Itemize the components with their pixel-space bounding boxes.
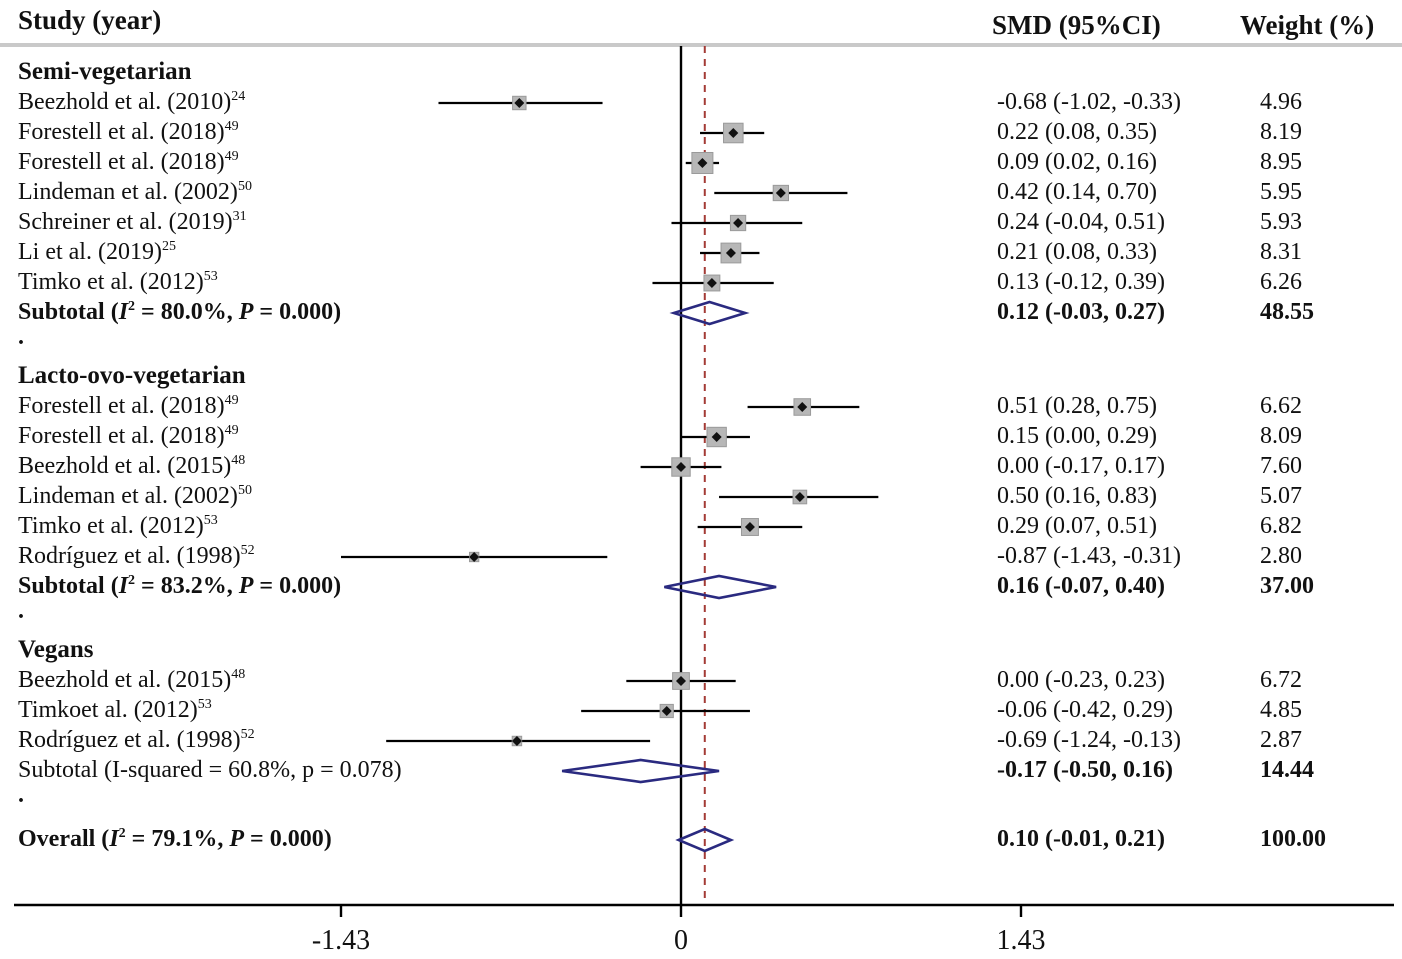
study-label: Rodríguez et al. (1998)52: [18, 543, 255, 569]
smd-ci-value: 0.50 (0.16, 0.83): [997, 483, 1157, 509]
effect-point-diamond: [744, 522, 755, 532]
column-header-smd: SMD (95%CI): [992, 10, 1161, 40]
smd-ci-value: 0.09 (0.02, 0.16): [997, 149, 1157, 175]
overall-smd-ci-value: 0.10 (-0.01, 0.21): [997, 826, 1165, 852]
study-label: Forestell et al. (2018)49: [18, 423, 239, 449]
weight-value: 6.26: [1260, 269, 1302, 295]
study-label: Lindeman et al. (2002)50: [18, 483, 252, 509]
group-header: Lacto-ovo-vegetarian: [18, 362, 246, 389]
effect-point-diamond: [733, 218, 744, 228]
study-label: Schreiner et al. (2019)31: [18, 209, 247, 235]
column-header-weight: Weight (%): [1240, 10, 1375, 40]
weight-value: 4.96: [1260, 89, 1302, 115]
subtotal-diamond: [669, 300, 750, 326]
study-label: Beezhold et al. (2015)48: [18, 667, 246, 693]
study-label: Timko et al. (2012)53: [18, 269, 218, 295]
subtotal-label: Subtotal (I2 = 83.2%, P = 0.000): [18, 573, 342, 599]
subtotal-label: Subtotal (I-squared = 60.8%, p = 0.078): [18, 757, 402, 783]
weight-value: 2.87: [1260, 727, 1302, 753]
effect-point-diamond: [794, 492, 805, 502]
smd-ci-value: -0.87 (-1.43, -0.31): [997, 543, 1181, 569]
weight-value: 6.62: [1260, 393, 1302, 419]
header-rule: [0, 43, 1402, 47]
smd-ci-value: 0.42 (0.14, 0.70): [997, 179, 1157, 205]
smd-ci-value: -0.69 (-1.24, -0.13): [997, 727, 1181, 753]
effect-point-diamond: [775, 188, 786, 198]
group-header: Vegans: [18, 636, 94, 663]
study-label: Timko et al. (2012)53: [18, 513, 218, 539]
weight-value: 6.72: [1260, 667, 1302, 693]
overall-weight-value: 100.00: [1260, 826, 1326, 852]
weight-value: 8.19: [1260, 119, 1302, 145]
effect-point-diamond: [514, 98, 525, 108]
subtotal-weight-value: 37.00: [1260, 573, 1314, 599]
effect-point-diamond: [511, 736, 522, 746]
weight-value: 4.85: [1260, 697, 1302, 723]
subtotal-diamond: [664, 574, 777, 600]
smd-ci-value: 0.00 (-0.17, 0.17): [997, 453, 1165, 479]
subtotal-label: Subtotal (I2 = 80.0%, P = 0.000): [18, 299, 342, 325]
subtotal-diamond: [561, 758, 720, 784]
subtotal-smd-ci-value: 0.12 (-0.03, 0.27): [997, 299, 1165, 325]
subtotal-smd-ci-value: 0.16 (-0.07, 0.40): [997, 573, 1165, 599]
x-tick-label: -1.43: [311, 925, 371, 956]
group-header: Semi-vegetarian: [18, 58, 192, 85]
group-separator-dot: .: [18, 324, 24, 350]
study-label: Timkoet al. (2012)53: [18, 697, 212, 723]
group-separator-dot: .: [18, 782, 24, 808]
effect-point-diamond: [661, 706, 672, 716]
effect-point-diamond: [706, 278, 717, 288]
subtotal-weight-value: 48.55: [1260, 299, 1314, 325]
subtotal-weight-value: 14.44: [1260, 757, 1314, 783]
effect-point-diamond: [728, 128, 739, 138]
study-label: Forestell et al. (2018)49: [18, 119, 239, 145]
smd-ci-value: 0.15 (0.00, 0.29): [997, 423, 1157, 449]
subtotal-smd-ci-value: -0.17 (-0.50, 0.16): [997, 757, 1173, 783]
overall-diamond: [675, 827, 735, 853]
effect-point-diamond: [797, 402, 808, 412]
weight-value: 8.09: [1260, 423, 1302, 449]
weight-value: 2.80: [1260, 543, 1302, 569]
study-label: Rodríguez et al. (1998)52: [18, 727, 255, 753]
x-tick-label: 0: [674, 925, 688, 956]
study-label: Lindeman et al. (2002)50: [18, 179, 252, 205]
effect-point-diamond: [676, 462, 686, 472]
smd-ci-value: -0.68 (-1.02, -0.33): [997, 89, 1181, 115]
weight-value: 8.95: [1260, 149, 1302, 175]
weight-value: 8.31: [1260, 239, 1302, 265]
weight-value: 5.07: [1260, 483, 1302, 509]
study-label: Forestell et al. (2018)49: [18, 393, 239, 419]
overall-label: Overall (I2 = 79.1%, P = 0.000): [18, 826, 332, 852]
x-tick-label: 1.43: [996, 925, 1046, 956]
effect-point-diamond: [676, 676, 686, 686]
weight-value: 5.93: [1260, 209, 1302, 235]
smd-ci-value: 0.21 (0.08, 0.33): [997, 239, 1157, 265]
weight-value: 7.60: [1260, 453, 1302, 479]
study-label: Beezhold et al. (2010)24: [18, 89, 246, 115]
effect-point-diamond: [697, 158, 708, 168]
smd-ci-value: -0.06 (-0.42, 0.29): [997, 697, 1173, 723]
smd-ci-value: 0.29 (0.07, 0.51): [997, 513, 1157, 539]
study-label: Forestell et al. (2018)49: [18, 149, 239, 175]
effect-point-diamond: [469, 552, 480, 562]
smd-ci-value: 0.13 (-0.12, 0.39): [997, 269, 1165, 295]
column-header-study: Study (year): [18, 5, 162, 35]
effect-point-diamond: [725, 248, 736, 258]
weight-value: 6.82: [1260, 513, 1302, 539]
smd-ci-value: 0.00 (-0.23, 0.23): [997, 667, 1165, 693]
group-separator-dot: .: [18, 598, 24, 624]
study-label: Beezhold et al. (2015)48: [18, 453, 246, 479]
smd-ci-value: 0.51 (0.28, 0.75): [997, 393, 1157, 419]
smd-ci-value: 0.22 (0.08, 0.35): [997, 119, 1157, 145]
effect-point-diamond: [711, 432, 722, 442]
weight-value: 5.95: [1260, 179, 1302, 205]
study-label: Li et al. (2019)25: [18, 239, 176, 265]
smd-ci-value: 0.24 (-0.04, 0.51): [997, 209, 1165, 235]
